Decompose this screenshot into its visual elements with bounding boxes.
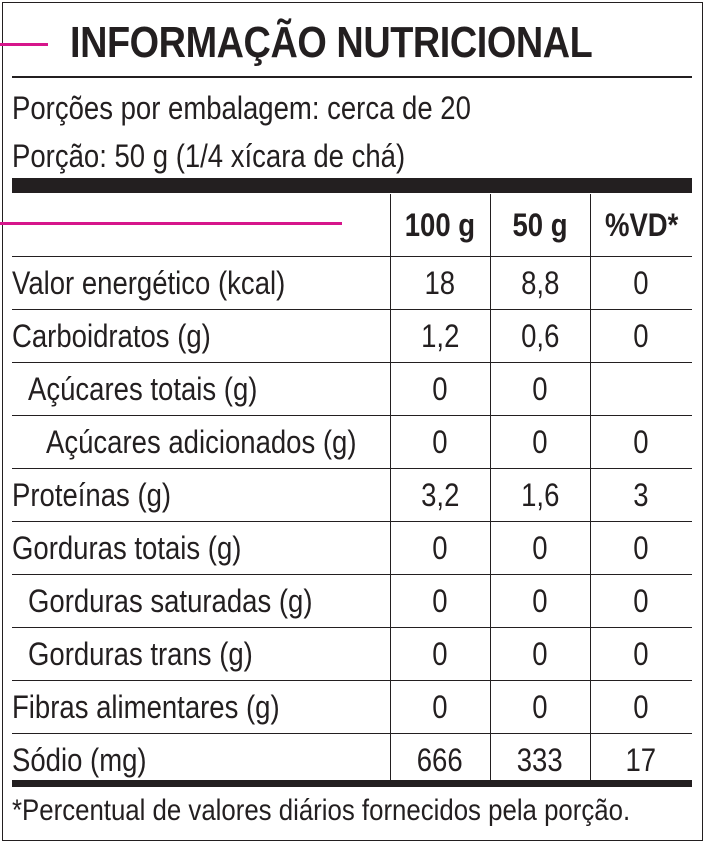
value-50g: 0,6 <box>489 309 590 363</box>
value-vd: 0 <box>589 256 692 310</box>
value-100g: 1,2 <box>389 309 490 363</box>
table-row: Gorduras saturadas (g) 0 0 0 <box>12 574 692 628</box>
nutrient-label: Valor energético (kcal) <box>12 256 390 310</box>
header-col-100g: 100 g <box>389 194 490 257</box>
nutrient-label: Gorduras totais (g) <box>12 521 390 575</box>
table-row: Açúcares totais (g) 0 0 <box>12 362 692 416</box>
nutrient-label: Açúcares totais (g) <box>12 362 390 416</box>
title-accent-mark <box>0 43 48 46</box>
value-50g: 333 <box>489 733 590 786</box>
value-vd: 17 <box>589 733 692 786</box>
value-50g: 0 <box>489 362 590 416</box>
nutrient-label: Gorduras trans (g) <box>12 627 390 681</box>
nutrient-label: Sódio (mg) <box>12 741 147 778</box>
value-50g: 0 <box>489 574 590 628</box>
value-50g: 1,6 <box>489 468 590 522</box>
value-50g: 0 <box>489 680 590 734</box>
nutrient-label: Açúcares adicionados (g) <box>12 415 390 469</box>
value-100g: 0 <box>389 627 490 681</box>
table-row: Gorduras trans (g) 0 0 0 <box>12 627 692 681</box>
value-vd: 0 <box>589 574 692 628</box>
value-100g: 3,2 <box>389 468 490 522</box>
footnote: *Percentual de valores diários fornecido… <box>12 794 631 827</box>
value-100g: 666 <box>389 733 490 786</box>
table-row: Fibras alimentares (g) 0 0 0 <box>12 680 692 734</box>
table-row: Valor energético (kcal) 18 8,8 0 <box>12 256 692 310</box>
value-100g: 18 <box>389 256 490 310</box>
value-100g: 0 <box>389 362 490 416</box>
header-label-cell <box>12 194 390 257</box>
value-vd: 0 <box>589 415 692 469</box>
value-vd: 3 <box>589 468 692 522</box>
label-title: INFORMAÇÃO NUTRICIONAL <box>70 18 593 67</box>
value-100g: 0 <box>389 415 490 469</box>
nutrient-label: Gorduras saturadas (g) <box>12 574 390 628</box>
title-divider <box>12 76 692 78</box>
table-row: Proteínas (g) 3,2 1,6 3 <box>12 468 692 522</box>
value-vd: 0 <box>589 680 692 734</box>
nutrient-label: Proteínas (g) <box>12 468 390 522</box>
value-vd: 0 <box>589 521 692 575</box>
value-vd: 0 <box>589 627 692 681</box>
table-row: Carboidratos (g) 1,2 0,6 0 <box>12 309 692 363</box>
value-100g: 0 <box>389 574 490 628</box>
value-vd <box>589 362 692 416</box>
servings-per-package: Porções por embalagem: cerca de 20 <box>12 90 471 126</box>
nutrition-table: 100 g 50 g %VD* Valor energético (kcal) 1… <box>12 194 692 786</box>
value-100g: 0 <box>389 680 490 734</box>
header-col-vd: %VD* <box>589 194 692 257</box>
table-row: Gorduras totais (g) 0 0 0 <box>12 521 692 575</box>
nutrient-label: Fibras alimentares (g) <box>12 680 390 734</box>
table-header-row: 100 g 50 g %VD* <box>12 194 692 257</box>
value-50g: 0 <box>489 415 590 469</box>
value-100g: 0 <box>389 521 490 575</box>
header-col-50g: 50 g <box>489 194 590 257</box>
value-50g: 0 <box>489 521 590 575</box>
serving-size: Porção: 50 g (1/4 xícara de chá) <box>12 138 406 174</box>
thick-divider-bottom <box>12 780 692 787</box>
thick-divider-top <box>12 178 692 193</box>
value-50g: 0 <box>489 627 590 681</box>
value-vd: 0 <box>589 309 692 363</box>
table-row: Sódio (mg) 666 333 17 <box>12 733 692 786</box>
nutrient-label: Carboidratos (g) <box>12 309 390 363</box>
table-row: Açúcares adicionados (g) 0 0 0 <box>12 415 692 469</box>
value-50g: 8,8 <box>489 256 590 310</box>
